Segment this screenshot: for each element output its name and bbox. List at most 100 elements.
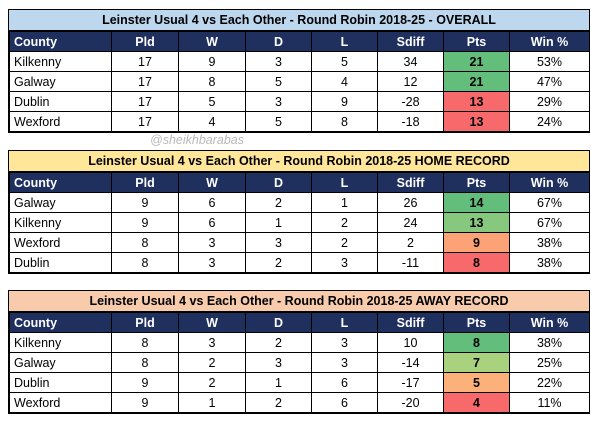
cell-w[interactable]: 2 (178, 372, 246, 393)
cell-d[interactable]: 3 (245, 232, 312, 253)
cell-win-pct[interactable]: 11% (509, 392, 590, 413)
cell-pld[interactable]: 8 (111, 232, 179, 253)
cell-pld[interactable]: 17 (111, 71, 179, 92)
col-header-l[interactable]: L (311, 31, 378, 52)
cell-win-pct[interactable]: 53% (509, 51, 590, 72)
col-header-w[interactable]: W (178, 31, 246, 52)
cell-pts[interactable]: 9 (443, 232, 510, 253)
cell-l[interactable]: 9 (311, 91, 378, 112)
cell-sdiff[interactable]: -28 (377, 91, 444, 112)
cell-win-pct[interactable]: 67% (509, 192, 590, 213)
cell-pts[interactable]: 13 (443, 212, 510, 233)
cell-l[interactable]: 2 (311, 212, 378, 233)
cell-w[interactable]: 8 (178, 71, 246, 92)
cell-sdiff[interactable]: 12 (377, 71, 444, 92)
cell-d[interactable]: 2 (245, 392, 312, 413)
col-header-l[interactable]: L (311, 312, 378, 333)
cell-county[interactable]: Dublin (9, 252, 112, 273)
cell-d[interactable]: 2 (245, 252, 312, 273)
cell-pld[interactable]: 17 (111, 51, 179, 72)
cell-pld[interactable]: 9 (111, 212, 179, 233)
col-header-sdiff[interactable]: Sdiff (377, 31, 444, 52)
cell-sdiff[interactable]: -18 (377, 111, 444, 132)
cell-sdiff[interactable]: 24 (377, 212, 444, 233)
cell-pld[interactable]: 9 (111, 192, 179, 213)
cell-pts[interactable]: 5 (443, 372, 510, 393)
col-header-l[interactable]: L (311, 172, 378, 193)
cell-win-pct[interactable]: 38% (509, 252, 590, 273)
cell-d[interactable]: 3 (245, 91, 312, 112)
cell-w[interactable]: 4 (178, 111, 246, 132)
col-header-win-pct[interactable]: Win % (509, 312, 590, 333)
cell-pts[interactable]: 8 (443, 252, 510, 273)
cell-county[interactable]: Wexford (9, 111, 112, 132)
cell-county[interactable]: Kilkenny (9, 332, 112, 353)
cell-w[interactable]: 3 (178, 232, 246, 253)
cell-w[interactable]: 6 (178, 212, 246, 233)
cell-sdiff[interactable]: 2 (377, 232, 444, 253)
col-header-sdiff[interactable]: Sdiff (377, 312, 444, 333)
cell-l[interactable]: 5 (311, 51, 378, 72)
cell-w[interactable]: 5 (178, 91, 246, 112)
cell-d[interactable]: 2 (245, 192, 312, 213)
cell-w[interactable]: 6 (178, 192, 246, 213)
cell-pts[interactable]: 8 (443, 332, 510, 353)
col-header-d[interactable]: D (245, 172, 312, 193)
cell-pld[interactable]: 8 (111, 332, 179, 353)
cell-sdiff[interactable]: 10 (377, 332, 444, 353)
cell-d[interactable]: 2 (245, 332, 312, 353)
cell-win-pct[interactable]: 38% (509, 332, 590, 353)
cell-win-pct[interactable]: 29% (509, 91, 590, 112)
col-header-win-pct[interactable]: Win % (509, 31, 590, 52)
cell-win-pct[interactable]: 67% (509, 212, 590, 233)
col-header-pts[interactable]: Pts (443, 31, 510, 52)
cell-l[interactable]: 6 (311, 392, 378, 413)
cell-pld[interactable]: 17 (111, 111, 179, 132)
col-header-sdiff[interactable]: Sdiff (377, 172, 444, 193)
cell-county[interactable]: Wexford (9, 392, 112, 413)
cell-pld[interactable]: 9 (111, 372, 179, 393)
cell-pts[interactable]: 4 (443, 392, 510, 413)
cell-d[interactable]: 1 (245, 212, 312, 233)
cell-l[interactable]: 4 (311, 71, 378, 92)
cell-l[interactable]: 8 (311, 111, 378, 132)
cell-county[interactable]: Kilkenny (9, 212, 112, 233)
col-header-d[interactable]: D (245, 312, 312, 333)
cell-pts[interactable]: 14 (443, 192, 510, 213)
cell-win-pct[interactable]: 24% (509, 111, 590, 132)
cell-l[interactable]: 6 (311, 372, 378, 393)
col-header-d[interactable]: D (245, 31, 312, 52)
cell-w[interactable]: 2 (178, 352, 246, 373)
col-header-county[interactable]: County (9, 312, 112, 333)
col-header-pld[interactable]: Pld (111, 312, 179, 333)
cell-w[interactable]: 3 (178, 252, 246, 273)
cell-win-pct[interactable]: 38% (509, 232, 590, 253)
cell-l[interactable]: 1 (311, 192, 378, 213)
cell-w[interactable]: 3 (178, 332, 246, 353)
cell-sdiff[interactable]: 26 (377, 192, 444, 213)
cell-pld[interactable]: 17 (111, 91, 179, 112)
cell-pts[interactable]: 13 (443, 91, 510, 112)
col-header-county[interactable]: County (9, 31, 112, 52)
cell-l[interactable]: 3 (311, 252, 378, 273)
col-header-w[interactable]: W (178, 312, 246, 333)
cell-county[interactable]: Dublin (9, 91, 112, 112)
cell-pts[interactable]: 21 (443, 51, 510, 72)
cell-county[interactable]: Wexford (9, 232, 112, 253)
cell-sdiff[interactable]: -14 (377, 352, 444, 373)
cell-pts[interactable]: 13 (443, 111, 510, 132)
cell-d[interactable]: 5 (245, 111, 312, 132)
cell-county[interactable]: Galway (9, 192, 112, 213)
cell-w[interactable]: 9 (178, 51, 246, 72)
cell-d[interactable]: 5 (245, 71, 312, 92)
cell-county[interactable]: Galway (9, 352, 112, 373)
cell-l[interactable]: 2 (311, 232, 378, 253)
cell-win-pct[interactable]: 25% (509, 352, 590, 373)
col-header-win-pct[interactable]: Win % (509, 172, 590, 193)
cell-sdiff[interactable]: -11 (377, 252, 444, 273)
cell-sdiff[interactable]: -17 (377, 372, 444, 393)
col-header-pts[interactable]: Pts (443, 312, 510, 333)
col-header-pld[interactable]: Pld (111, 172, 179, 193)
col-header-pts[interactable]: Pts (443, 172, 510, 193)
col-header-county[interactable]: County (9, 172, 112, 193)
